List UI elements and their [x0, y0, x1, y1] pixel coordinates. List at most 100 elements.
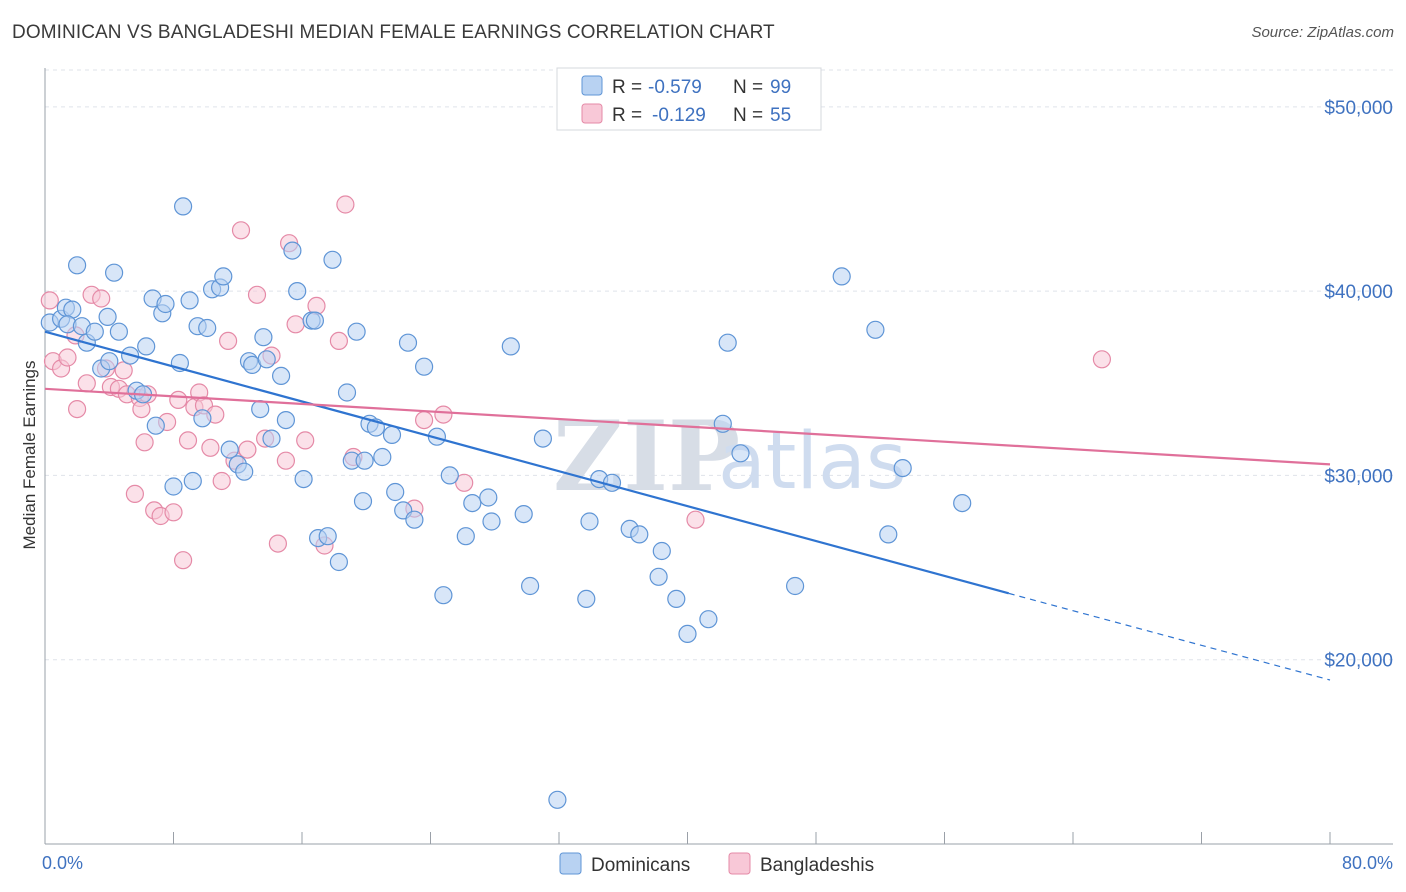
- legend-n-value-2: 55: [770, 105, 791, 126]
- bangladeshis-point-50: [434, 405, 453, 424]
- axes: [44, 68, 1393, 845]
- dominicans-point-39: [276, 411, 295, 430]
- dominicans-point-10: [98, 307, 117, 326]
- dominicans-points: [40, 197, 972, 809]
- dominicans-point-54: [373, 447, 392, 467]
- dominicans-point-42: [294, 470, 313, 489]
- bottom-legend-swatch-dominicans: [559, 852, 582, 875]
- bangladeshis-point-31: [212, 471, 231, 491]
- legend-n-label-2: N =: [733, 105, 763, 126]
- dominicans-point-56: [386, 482, 405, 502]
- dominicans-point-62: [434, 586, 453, 605]
- dominicans-point-81: [667, 589, 686, 609]
- dominicans-point-38: [272, 366, 291, 385]
- bangladeshis-point-5: [67, 400, 87, 419]
- dominicans-point-78: [630, 525, 649, 544]
- source-label: Source: ZipAtlas.com: [1251, 24, 1394, 41]
- dominicans-point-66: [479, 488, 498, 507]
- dominicans-point-40: [283, 241, 302, 260]
- dominicans-point-71: [533, 429, 553, 448]
- dominicans-point-88: [832, 267, 851, 286]
- trend-lines: [44, 330, 1331, 681]
- dominicans-point-79: [649, 567, 668, 586]
- bangladeshis-point-6: [77, 374, 96, 393]
- dominicans-point-90: [879, 525, 898, 544]
- bottom-legend: Dominicans Bangladeshis: [559, 852, 874, 876]
- dominicans-point-67: [482, 512, 501, 531]
- dominicans-point-97: [137, 337, 156, 356]
- legend-n-value-1: 99: [770, 77, 791, 98]
- dominicans-point-17: [146, 416, 165, 435]
- y-tick-label-2: $40,000: [1324, 282, 1393, 303]
- dominicans-point-74: [580, 512, 599, 531]
- y-tick-label-3: $50,000: [1324, 98, 1393, 119]
- dominicans-point-59: [405, 510, 424, 529]
- dominicans-point-70: [520, 576, 540, 596]
- watermark-atlas: atlas: [718, 417, 907, 507]
- dominicans-point-30: [220, 440, 239, 459]
- bangladeshis-point-45: [329, 331, 348, 350]
- dominicans-point-12: [109, 322, 129, 341]
- dominicans-point-55: [382, 425, 402, 444]
- legend-r-value-1: -0.579: [648, 77, 702, 98]
- x-tick-label-0: 0.0%: [42, 853, 83, 873]
- dominicans-point-65: [463, 494, 482, 513]
- x-tick-labels: 0.0% 80.0%: [42, 853, 1393, 873]
- dominicans-point-80: [652, 541, 671, 561]
- dominicans-point-91: [893, 459, 912, 478]
- dominicans-point-20: [164, 477, 183, 496]
- dominicans-point-76: [602, 473, 622, 492]
- bangladeshis-point-51: [455, 473, 474, 492]
- dominicans-trend-line: [44, 330, 1010, 595]
- legend-r-label-2: R =: [612, 105, 642, 126]
- dominicans-point-23: [180, 291, 199, 310]
- bangladeshis-point-52: [686, 510, 705, 529]
- bangladeshis-point-54: [276, 451, 295, 470]
- dominicans-point-29: [214, 267, 233, 286]
- legend-r-label-1: R =: [612, 77, 642, 98]
- legend-n-label-1: N =: [733, 77, 763, 98]
- dominicans-point-51: [353, 492, 373, 511]
- y-tick-label-0: $20,000: [1324, 651, 1393, 672]
- dominicans-point-58: [398, 333, 418, 352]
- dominicans-point-83: [699, 610, 718, 629]
- bangladeshis-point-8: [92, 289, 111, 308]
- dominicans-point-96: [183, 471, 202, 491]
- dominicans-point-5: [67, 256, 87, 275]
- bottom-legend-bangladeshis: Bangladeshis: [760, 855, 874, 876]
- bangladeshis-point-17: [135, 433, 154, 452]
- dominicans-point-60: [415, 357, 434, 376]
- bangladeshis-point-34: [231, 221, 251, 240]
- dominicans-point-98: [100, 352, 119, 371]
- dominicans-point-86: [731, 444, 750, 463]
- legend-r-value-2: -0.129: [652, 105, 706, 126]
- dominicans-point-19: [156, 294, 175, 314]
- bangladeshis-point-0: [40, 291, 59, 310]
- dominicans-point-93: [355, 451, 374, 470]
- chart-title: DOMINICAN VS BANGLADESHI MEDIAN FEMALE E…: [12, 22, 775, 43]
- bangladeshis-point-29: [201, 438, 220, 457]
- bangladeshis-point-53: [1092, 350, 1112, 369]
- y-tick-label-1: $30,000: [1324, 466, 1393, 487]
- dominicans-point-8: [85, 322, 104, 341]
- dominicans-point-82: [678, 624, 697, 644]
- dominicans-point-64: [456, 527, 475, 546]
- dominicans-point-89: [866, 320, 885, 339]
- bangladeshis-point-39: [268, 534, 287, 553]
- bangladeshis-point-42: [296, 431, 315, 450]
- bangladeshis-point-24: [174, 551, 193, 570]
- dominicans-point-11: [104, 263, 124, 282]
- dominicans-point-48: [337, 383, 357, 402]
- dominicans-point-50: [347, 322, 366, 341]
- dominicans-point-35: [251, 400, 270, 419]
- bangladeshis-point-46: [336, 195, 355, 214]
- bottom-legend-swatch-bangladeshis: [728, 852, 751, 875]
- dominicans-point-92: [953, 494, 972, 513]
- bangladeshis-trend-line: [44, 387, 1331, 466]
- legend-swatch-dominicans: [581, 75, 603, 96]
- bangladeshis-point-22: [164, 503, 183, 522]
- dominicans-point-72: [548, 790, 567, 809]
- bangladeshis-point-25: [178, 431, 198, 450]
- dominicans-point-37: [262, 429, 281, 448]
- legend-swatch-bangladeshis: [581, 103, 603, 124]
